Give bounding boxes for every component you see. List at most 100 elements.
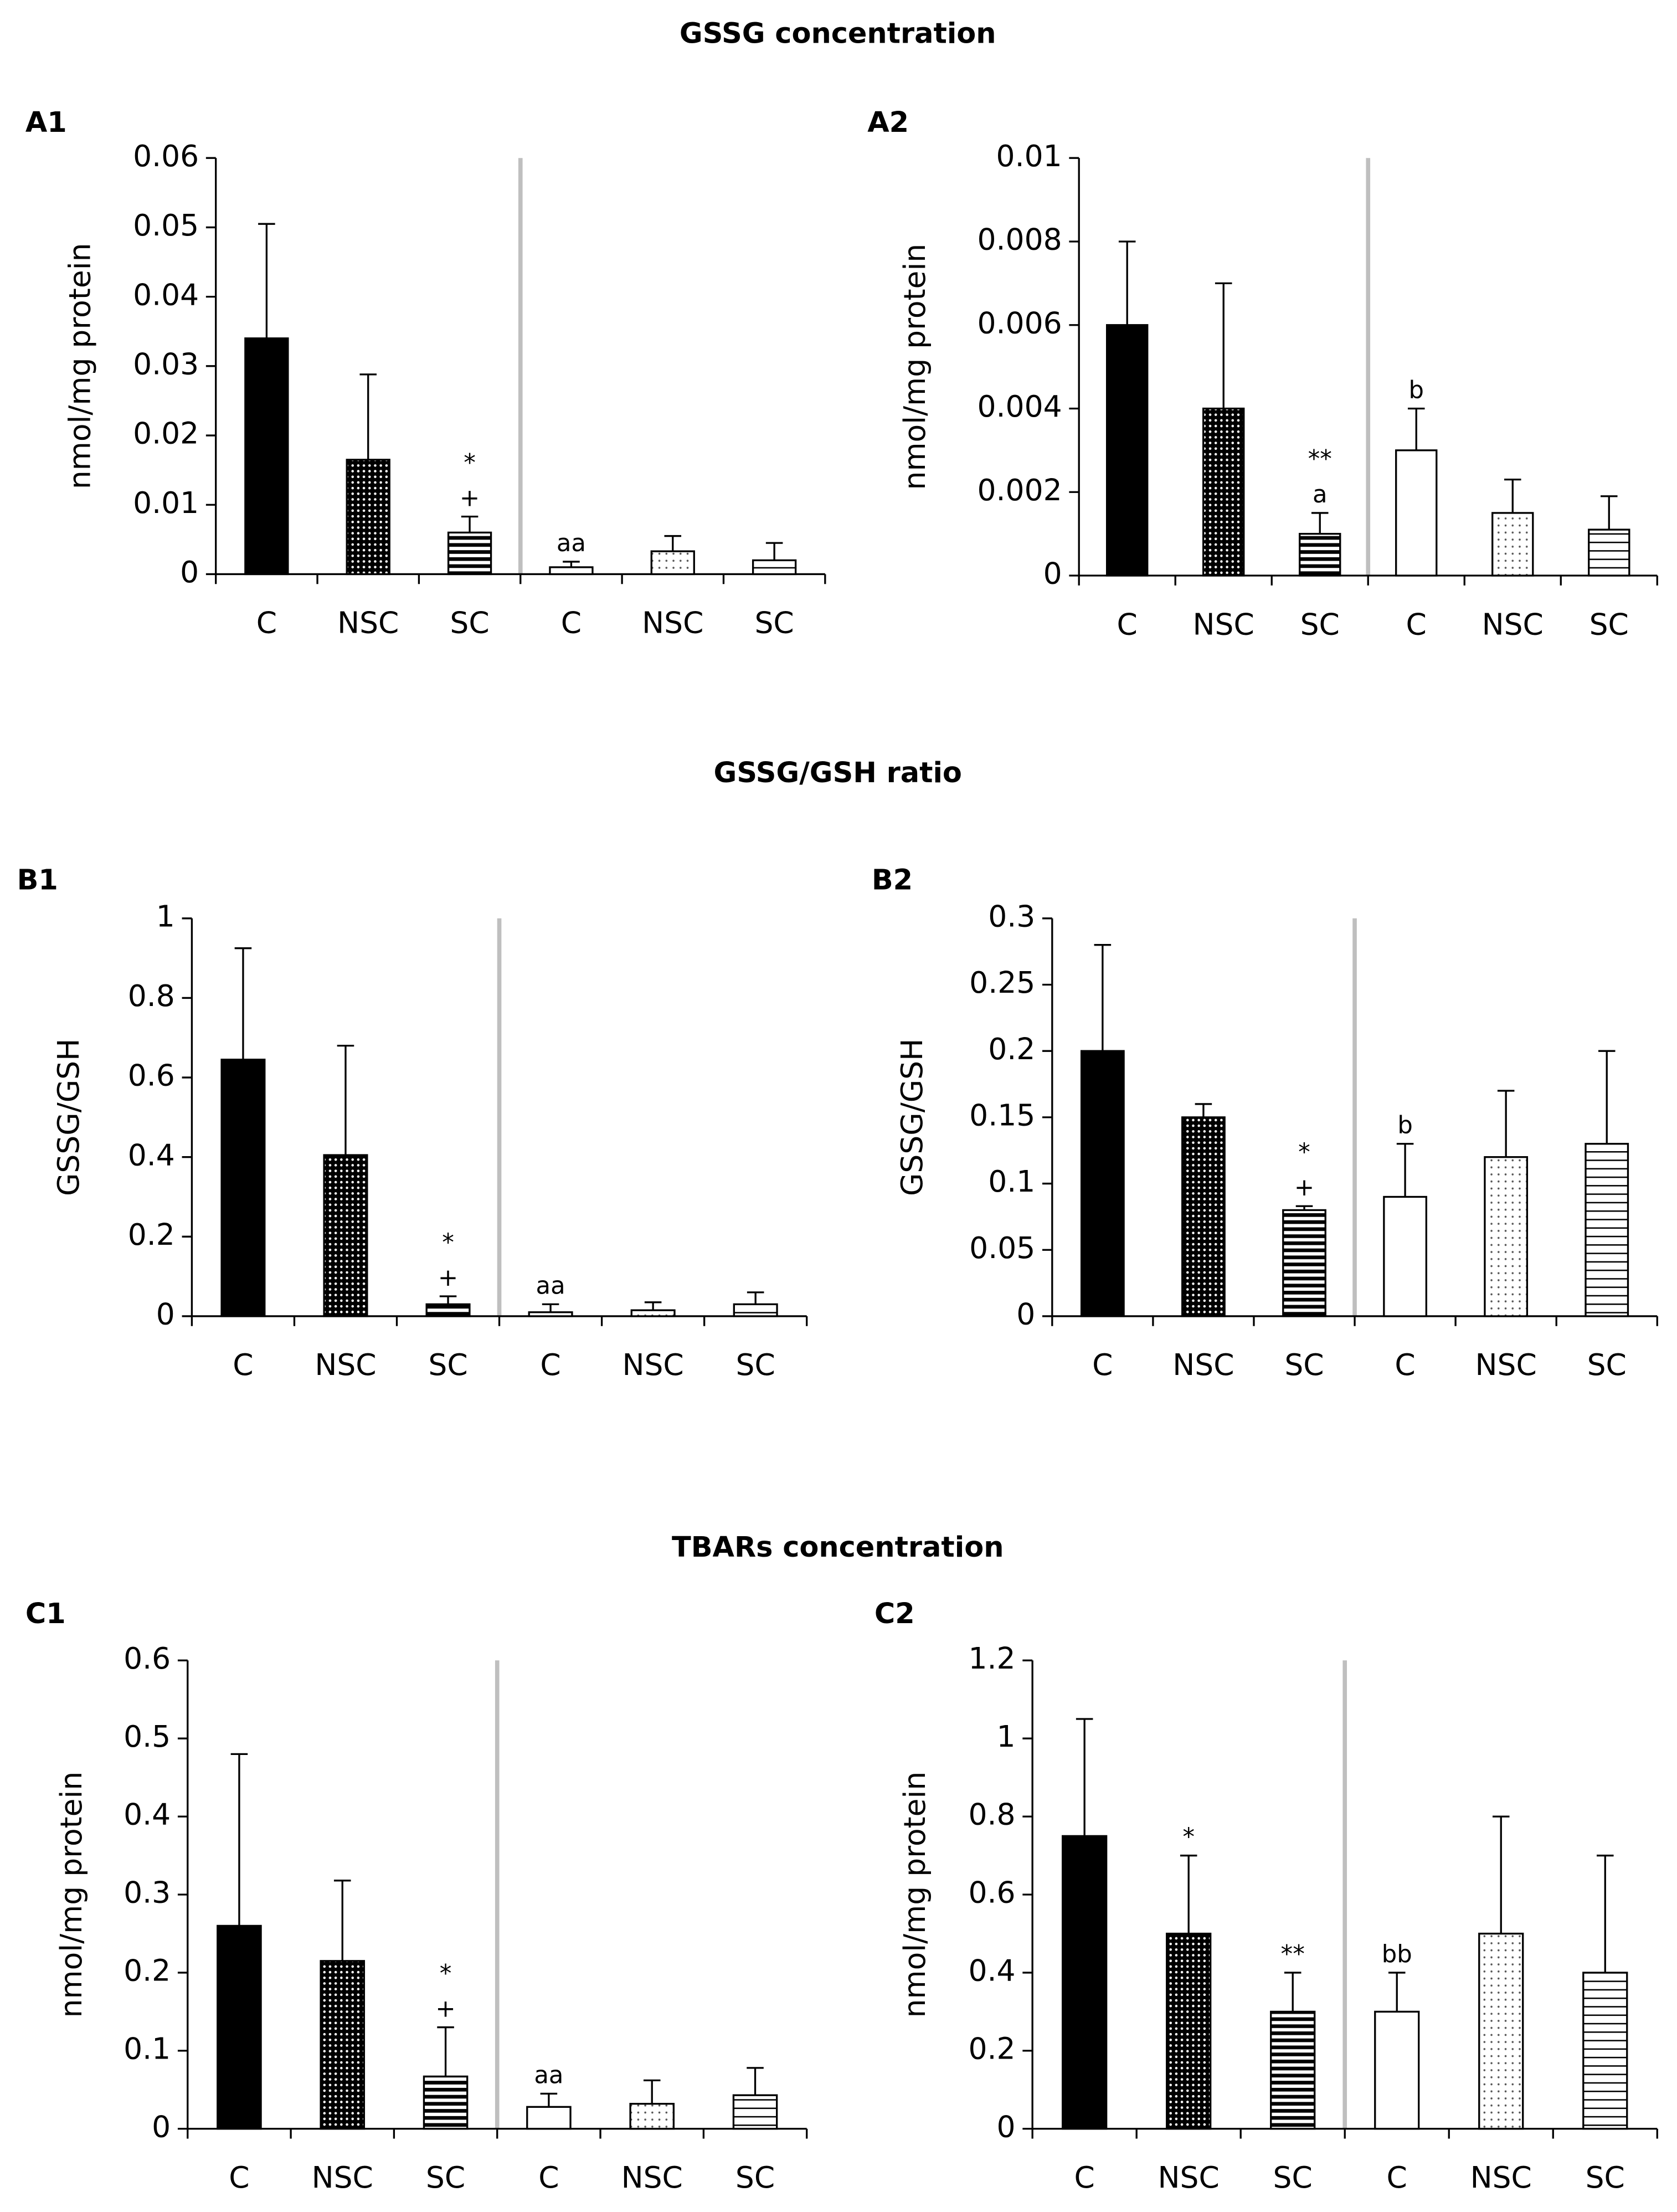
error-bar (1284, 1972, 1302, 2012)
bar (320, 1960, 366, 2130)
x-tick-label: SC (754, 605, 794, 640)
y-axis-label: nmol/mg protein (897, 1772, 932, 2018)
error-bar (1118, 240, 1136, 325)
x-tick-label: NSC (1193, 607, 1254, 641)
error-bar (1311, 512, 1329, 534)
section-title: TBARs concentration (672, 1531, 1004, 1564)
y-tick-label: 0.25 (969, 965, 1035, 1000)
x-tick-label: C (538, 2160, 559, 2195)
error-bar (1215, 282, 1232, 409)
y-tick-label: 0.06 (133, 138, 199, 173)
error-bar (337, 1044, 354, 1156)
y-tick-label: 1 (156, 899, 175, 933)
x-tick-label: C (233, 1347, 253, 1382)
error-bar (234, 947, 252, 1060)
x-tick-label: C (1092, 1347, 1113, 1382)
annotation: aa (534, 2061, 563, 2089)
error-bar (1295, 1205, 1313, 1210)
y-axis-label: nmol/mg protein (54, 1772, 89, 2018)
y-tick-label: 0.4 (128, 1137, 175, 1172)
y-tick-label: 0.01 (996, 138, 1062, 173)
annotation: ** (1308, 445, 1332, 473)
error-bar (437, 2026, 454, 2077)
y-tick-label: 0.03 (133, 346, 199, 381)
x-tick-label: NSC (337, 605, 399, 640)
error-bar (644, 1301, 662, 1311)
panel-label: C2 (874, 1598, 915, 1630)
y-tick-label: 0.1 (124, 2031, 171, 2066)
error-bar (333, 1880, 351, 1961)
x-tick-label: NSC (1475, 1347, 1537, 1382)
bar (1166, 1932, 1212, 2130)
x-tick-label: SC (1300, 607, 1340, 641)
y-tick-label: 0 (1043, 556, 1062, 591)
bar (1491, 512, 1534, 577)
error-bar (1598, 1050, 1616, 1144)
error-bar (1396, 1143, 1414, 1197)
bar (323, 1154, 368, 1317)
y-tick-label: 0.2 (128, 1217, 175, 1252)
bar (526, 2106, 572, 2130)
annotation: bb (1382, 1941, 1412, 1968)
error-bar (1388, 1972, 1406, 2012)
y-tick-label: 1 (997, 1719, 1016, 1754)
bar (1588, 528, 1630, 577)
error-bar (1094, 944, 1112, 1051)
x-tick-label: SC (1587, 1347, 1627, 1382)
bar (1181, 1116, 1226, 1317)
bar (528, 1311, 573, 1317)
bar (733, 1303, 778, 1317)
error-bar (230, 1753, 248, 1926)
x-tick-label: NSC (1158, 2160, 1220, 2195)
bar (220, 1059, 266, 1317)
x-tick-label: NSC (315, 1347, 376, 1382)
y-axis-label: GSSG/GSH (51, 1039, 86, 1196)
y-tick-label: 0.006 (978, 305, 1062, 340)
annotation: aa (536, 1272, 565, 1300)
annotation: * (440, 1960, 452, 1988)
bar (244, 337, 289, 576)
y-tick-label: 1.2 (969, 1641, 1016, 1676)
y-tick-label: 0.8 (969, 1797, 1016, 1832)
error-bar (1076, 1718, 1093, 1836)
y-tick-label: 0.8 (128, 978, 175, 1013)
bar (650, 550, 695, 576)
x-tick-label: C (1074, 2160, 1094, 2195)
y-tick-label: 0.4 (124, 1797, 171, 1832)
y-tick-label: 0 (997, 2109, 1016, 2144)
error-bar (1497, 1090, 1515, 1157)
x-tick-label: SC (1586, 2160, 1625, 2195)
x-tick-label: SC (1273, 2160, 1313, 2195)
y-tick-label: 0.4 (969, 1953, 1016, 1988)
bar (1484, 1156, 1529, 1317)
error-bar (1195, 1103, 1212, 1117)
x-tick-label: SC (736, 1347, 775, 1382)
error-bar (359, 373, 377, 460)
error-bar (542, 1303, 559, 1312)
y-tick-label: 0.1 (988, 1164, 1035, 1199)
y-tick-label: 0.6 (969, 1875, 1016, 1910)
x-tick-label: SC (1589, 607, 1629, 641)
x-tick-label: C (256, 605, 277, 640)
bar (1062, 1835, 1108, 2130)
annotation: * (1298, 1139, 1310, 1167)
error-bar (461, 515, 479, 533)
bar (732, 2094, 778, 2130)
error-bar (439, 1295, 457, 1305)
error-bar (1504, 478, 1521, 513)
bar (423, 2075, 469, 2130)
y-tick-label: 0.05 (969, 1230, 1035, 1265)
bar (1080, 1050, 1125, 1317)
section-title: GSSG/GSH ratio (714, 757, 962, 789)
bar (1270, 2010, 1316, 2130)
y-axis-label: GSSG/GSH (894, 1039, 929, 1196)
error-bar (1180, 1854, 1197, 1934)
bar (630, 1309, 676, 1317)
panel-label: A1 (25, 106, 67, 139)
annotation: + (460, 484, 480, 512)
y-tick-label: 0.2 (988, 1031, 1035, 1066)
annotation: + (438, 1264, 458, 1292)
error-bar (747, 2067, 764, 2096)
y-tick-label: 0.04 (133, 277, 199, 312)
